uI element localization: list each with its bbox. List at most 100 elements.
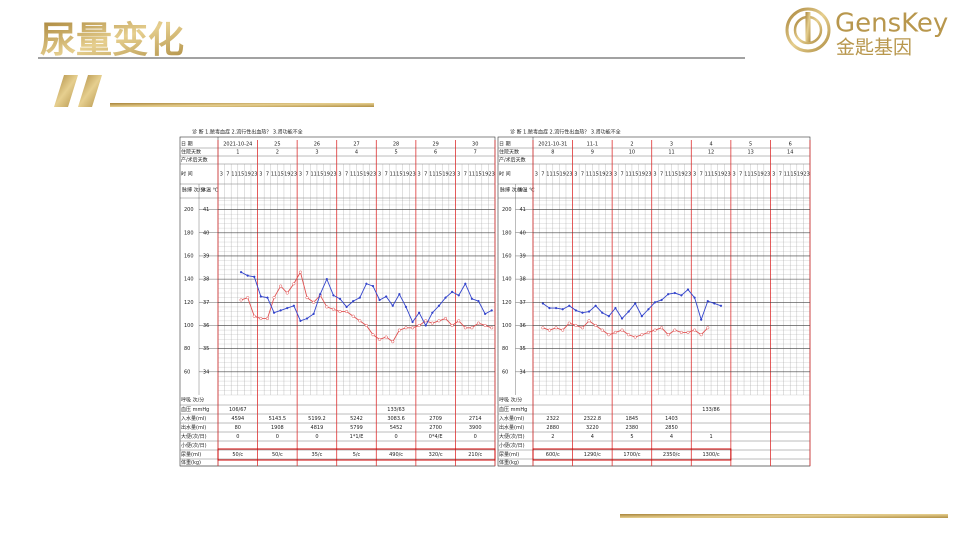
temperature-point bbox=[312, 300, 316, 304]
row-label: 大便(次/日) bbox=[499, 433, 525, 440]
temperature-point bbox=[252, 314, 256, 318]
pulse-tick-label: 140 bbox=[184, 277, 194, 283]
accent-bar bbox=[620, 514, 948, 518]
pulse-point bbox=[371, 284, 375, 288]
date: 11-1 bbox=[587, 142, 598, 148]
pulse-point bbox=[568, 304, 571, 307]
temperature-point bbox=[693, 328, 697, 332]
time-slot: 19 bbox=[482, 172, 488, 178]
time-slot: 3 bbox=[574, 172, 577, 178]
stool: 4 bbox=[670, 434, 673, 440]
time-slot: 15 bbox=[396, 172, 402, 178]
pulse-point bbox=[385, 295, 388, 298]
date: 25 bbox=[274, 142, 280, 148]
output: 2850 bbox=[665, 425, 678, 431]
row-label: 住院天数 bbox=[181, 149, 201, 156]
row-label: 入水量(ml) bbox=[499, 415, 524, 422]
time-slot: 7 bbox=[620, 172, 623, 178]
time-slot: 23 bbox=[606, 172, 612, 178]
temperature-point bbox=[457, 319, 461, 323]
logo-name: GensKey bbox=[835, 9, 948, 39]
time-slot: 19 bbox=[718, 172, 724, 178]
urine: 1300/c bbox=[702, 452, 719, 458]
temperature-point bbox=[620, 328, 624, 332]
pulse-point bbox=[424, 324, 427, 327]
stool: 0 bbox=[236, 434, 239, 440]
time-slot: 7 bbox=[266, 172, 269, 178]
pulse-point bbox=[634, 302, 637, 305]
temperature-point bbox=[239, 298, 243, 302]
pulse-tick-label: 80 bbox=[184, 346, 190, 352]
intake: 5143.5 bbox=[269, 416, 287, 422]
pulse-point bbox=[548, 306, 551, 310]
temp-axis-label: 体温 ℃ bbox=[201, 187, 219, 194]
temperature-point bbox=[345, 310, 349, 314]
pulse-point bbox=[239, 271, 243, 274]
pulse-point bbox=[601, 311, 604, 314]
time-slot: 11 bbox=[665, 172, 671, 178]
output: 5452 bbox=[390, 425, 403, 431]
date: 29 bbox=[432, 142, 438, 148]
row-label: 呼吸 次/分 bbox=[499, 397, 522, 404]
temperature-point bbox=[679, 330, 683, 334]
pulse-point bbox=[246, 274, 249, 277]
row-label: 小便(次/日) bbox=[499, 442, 525, 449]
pulse-tick-label: 120 bbox=[184, 300, 194, 306]
intake: 2714 bbox=[469, 416, 482, 422]
temperature-point bbox=[305, 296, 309, 300]
pulse-point bbox=[292, 304, 295, 307]
pulse-point bbox=[279, 309, 282, 312]
pulse-point bbox=[437, 304, 441, 307]
intake: 1403 bbox=[665, 416, 678, 422]
urine: 5/c bbox=[353, 452, 361, 458]
pulse-point bbox=[418, 311, 421, 314]
temp-tick-label: 35 bbox=[520, 346, 526, 352]
row-label: 时 间 bbox=[499, 171, 511, 178]
time-slot: 15 bbox=[751, 172, 757, 178]
blood-pressure: 133/86 bbox=[702, 407, 720, 413]
logo-icon bbox=[805, 12, 811, 42]
pulse-point bbox=[431, 311, 434, 314]
temperature-point bbox=[706, 326, 710, 330]
temperature-point bbox=[338, 310, 342, 314]
pulse-line bbox=[240, 271, 492, 327]
time-slot: 3 bbox=[653, 172, 656, 178]
date: 2 bbox=[630, 142, 633, 148]
pulse-tick-label: 100 bbox=[502, 323, 512, 329]
output: 1908 bbox=[271, 425, 284, 431]
hospital-day: 10 bbox=[629, 150, 635, 156]
time-slot: 7 bbox=[464, 172, 467, 178]
pulse-point bbox=[338, 297, 342, 300]
date: 4 bbox=[709, 142, 712, 148]
time-slot: 11 bbox=[705, 172, 711, 178]
intake: 5242 bbox=[350, 416, 363, 422]
time-slot: 11 bbox=[784, 172, 790, 178]
output: 2880 bbox=[546, 425, 559, 431]
pulse-tick-label: 180 bbox=[184, 230, 194, 236]
urine: 2350/c bbox=[663, 452, 680, 458]
temperature-point bbox=[259, 316, 263, 321]
stool: 0 bbox=[474, 434, 477, 440]
row-label: 体重(kg) bbox=[499, 459, 519, 466]
time-slot: 11 bbox=[390, 172, 396, 178]
pulse-point bbox=[470, 297, 474, 300]
blood-pressure: 133/63 bbox=[387, 407, 405, 413]
temperature-point bbox=[424, 319, 428, 323]
temp-tick-label: 41 bbox=[520, 207, 526, 213]
temperature-point bbox=[378, 337, 382, 341]
time-slot: 3 bbox=[338, 172, 341, 178]
pulse-point bbox=[332, 294, 335, 297]
pulse-point bbox=[391, 304, 394, 307]
time-slot: 15 bbox=[632, 172, 638, 178]
temperature-point bbox=[646, 330, 650, 334]
accent-bar bbox=[110, 103, 374, 107]
row-label: 日 期 bbox=[499, 142, 511, 148]
pulse-point bbox=[483, 312, 487, 316]
temperature-point bbox=[437, 319, 441, 323]
temperature-point bbox=[384, 335, 388, 339]
time-slot: 7 bbox=[700, 172, 703, 178]
temp-tick-label: 34 bbox=[520, 369, 526, 375]
temperature-point bbox=[298, 270, 302, 274]
